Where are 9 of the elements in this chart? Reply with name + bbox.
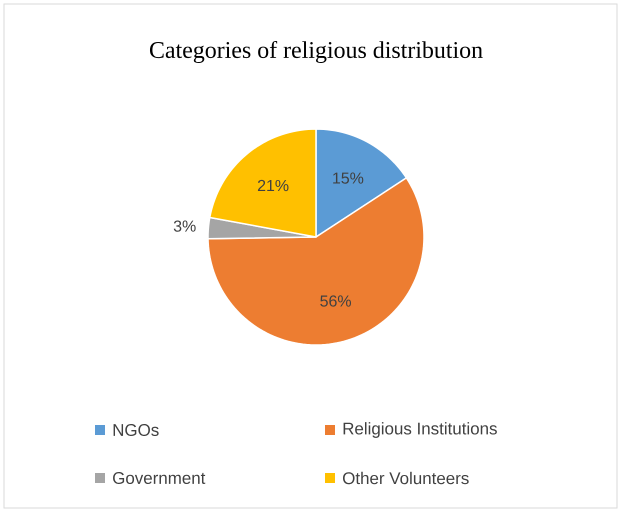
data-label: 21%: [258, 180, 288, 192]
legend-label: Government: [113, 472, 206, 484]
legend-label: Other Volunteers: [342, 472, 469, 484]
data-label: 56%: [320, 295, 351, 307]
data-label: 15%: [333, 172, 364, 184]
chart-title: Categories of religious distribution: [150, 41, 483, 63]
legend-label: NGOs: [114, 424, 159, 436]
data-label: 3%: [174, 220, 196, 232]
legend-label: Religious Institutions: [344, 422, 497, 438]
